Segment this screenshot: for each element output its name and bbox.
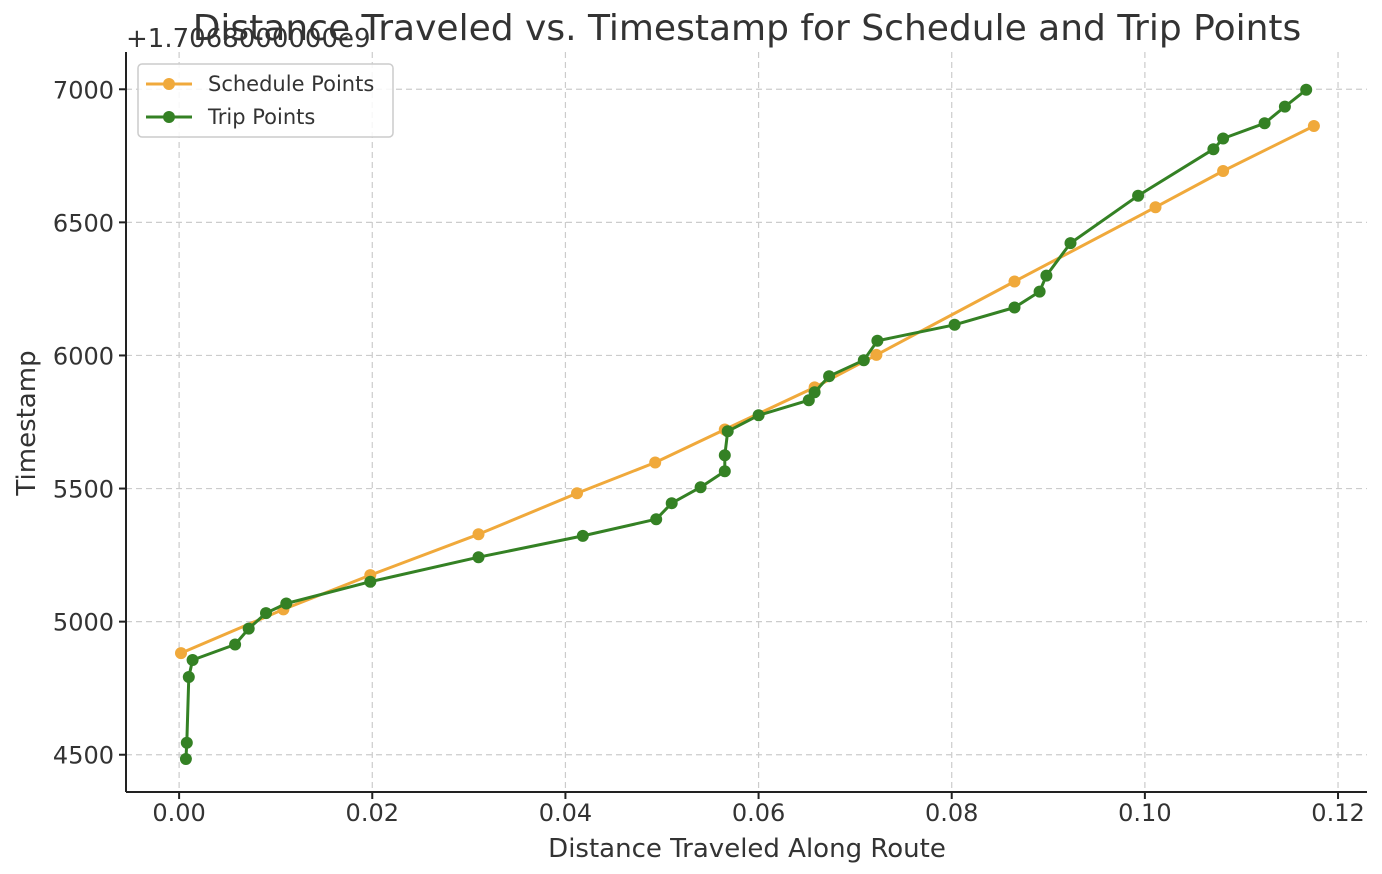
schedule-points-point bbox=[1217, 165, 1230, 177]
trip-points-point bbox=[718, 465, 731, 478]
trip-points-point bbox=[752, 409, 765, 422]
legend-schedule-marker bbox=[163, 78, 175, 90]
x-tick-label: 0.04 bbox=[539, 799, 592, 827]
trip-points-point bbox=[472, 551, 485, 564]
chart-title: Distance Traveled vs. Timestamp for Sche… bbox=[193, 8, 1302, 49]
trip-points-point bbox=[186, 654, 199, 666]
legend-trip-label: Trip Points bbox=[207, 105, 315, 129]
x-tick-label: 0.10 bbox=[1118, 799, 1171, 827]
x-tick-label: 0.12 bbox=[1311, 799, 1364, 827]
trip-points-point bbox=[857, 354, 870, 367]
trip-points-point bbox=[229, 638, 242, 651]
series-layer bbox=[175, 83, 1320, 765]
x-tick-label: 0.08 bbox=[925, 799, 978, 827]
x-axis-label: Distance Traveled Along Route bbox=[548, 834, 946, 864]
trip-points-point bbox=[948, 318, 961, 331]
trip-points-point bbox=[1217, 132, 1230, 145]
trip-points-point bbox=[808, 386, 821, 399]
trip-points-point bbox=[665, 497, 678, 510]
y-tick-label: 5500 bbox=[53, 476, 114, 504]
x-tick-label: 0.00 bbox=[152, 799, 205, 827]
y-tick-label: 4500 bbox=[53, 742, 114, 770]
trip-points-point bbox=[823, 370, 836, 383]
trip-points-point bbox=[182, 671, 195, 683]
trip-points-point bbox=[1300, 83, 1313, 96]
schedule-points-point bbox=[1008, 275, 1021, 288]
x-tick-label: 0.06 bbox=[732, 799, 785, 827]
grid bbox=[126, 52, 1367, 792]
schedule-points-point bbox=[649, 456, 662, 469]
trip-points-point bbox=[242, 622, 255, 635]
schedule-points-line bbox=[180, 124, 1315, 655]
trip-points-point bbox=[650, 513, 663, 526]
schedule-points-point bbox=[175, 647, 187, 660]
schedule-points-point bbox=[472, 528, 485, 541]
y-tick-label: 6500 bbox=[53, 209, 114, 237]
trip-points-point bbox=[179, 753, 192, 765]
y-tick-label: 5000 bbox=[53, 609, 114, 637]
x-tick-label: 0.02 bbox=[346, 799, 399, 827]
legend: Schedule Points Trip Points bbox=[137, 63, 394, 138]
trip-points-point bbox=[576, 529, 589, 542]
schedule-points-point bbox=[571, 487, 583, 500]
schedule-points-series bbox=[175, 120, 1320, 660]
trip-points-point bbox=[721, 425, 734, 438]
legend-box bbox=[137, 63, 394, 138]
trip-points-point bbox=[1064, 237, 1077, 250]
trip-points-point bbox=[1033, 285, 1046, 298]
y-tick-label: 6000 bbox=[53, 342, 114, 370]
y-tick-label: 7000 bbox=[53, 76, 114, 104]
legend-schedule-label: Schedule Points bbox=[208, 72, 374, 96]
trip-points-point bbox=[1207, 143, 1220, 156]
trip-points-line bbox=[184, 88, 1308, 760]
axes bbox=[125, 52, 1367, 793]
trip-points-point bbox=[1132, 189, 1145, 202]
trip-points-point bbox=[1278, 100, 1291, 113]
trip-points-point bbox=[1040, 269, 1053, 282]
trip-points-point bbox=[694, 481, 707, 494]
schedule-points-point bbox=[1149, 201, 1162, 214]
trip-points-point bbox=[1258, 117, 1271, 130]
y-axis-label: Timestamp bbox=[12, 350, 42, 496]
trip-points-point bbox=[1008, 301, 1021, 314]
trip-points-point bbox=[364, 575, 377, 588]
trip-points-series bbox=[179, 83, 1313, 765]
trip-points-point bbox=[180, 736, 193, 749]
trip-points-point bbox=[718, 449, 731, 462]
trip-points-point bbox=[280, 597, 293, 610]
trip-points-point bbox=[871, 334, 884, 347]
trip-points-point bbox=[260, 607, 272, 620]
legend-trip-marker bbox=[163, 111, 175, 123]
schedule-points-point bbox=[1307, 120, 1320, 132]
y-axis-offset-label: +1.7068000000e9 bbox=[126, 24, 371, 54]
schedule-points-point bbox=[870, 348, 883, 361]
tick-labels: 0.00 0.02 0.04 0.06 0.08 0.10 0.12 4500 5000 5500… bbox=[53, 76, 1365, 827]
